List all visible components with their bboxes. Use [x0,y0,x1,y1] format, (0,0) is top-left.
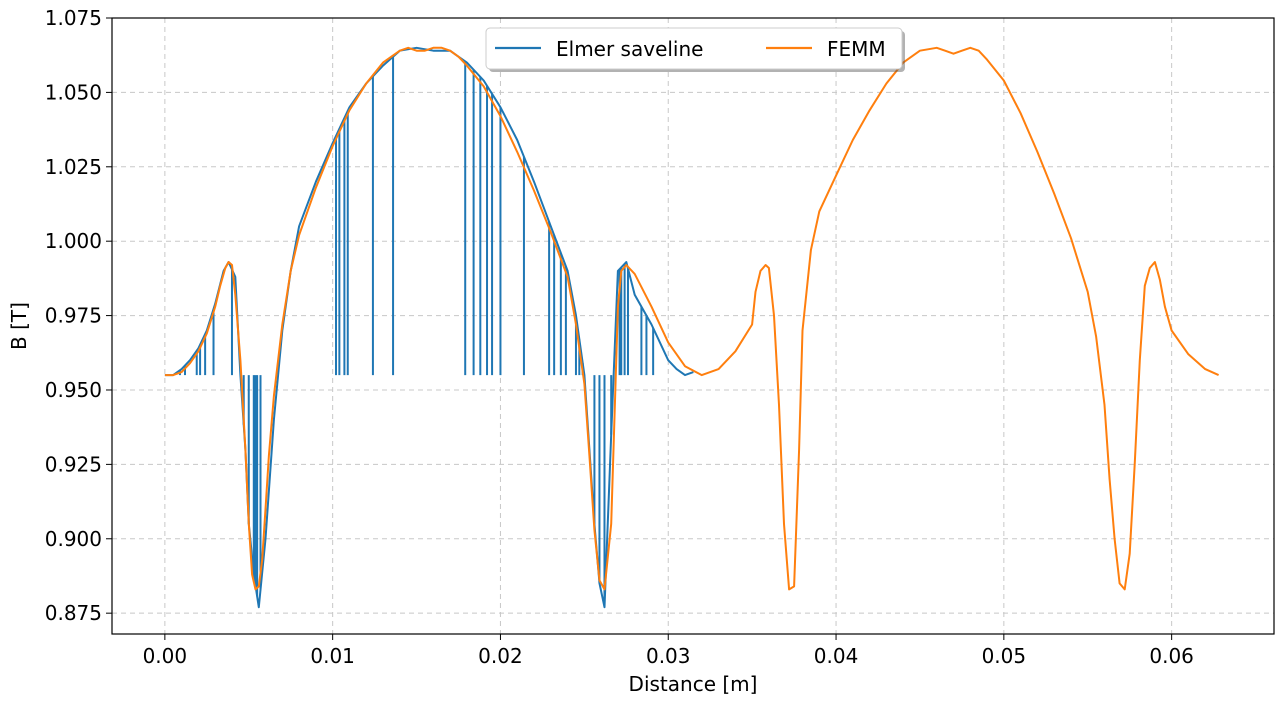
legend-label-femm: FEMM [827,37,886,61]
x-tick-label: 0.01 [310,644,355,668]
x-tick-label: 0.03 [646,644,691,668]
legend-label-elmer: Elmer saveline [556,37,703,61]
legend: Elmer saveline FEMM [485,27,905,72]
axis-ticks: 0.00 0.01 0.02 0.03 0.04 0.05 0.06 0.875 0.900 0.… [45,6,1194,668]
y-tick-label: 1.000 [45,229,102,253]
y-axis-label: B [T] [7,302,31,350]
y-tick-label: 0.975 [45,304,102,328]
x-tick-label: 0.04 [814,644,859,668]
y-tick-label: 0.875 [45,601,102,625]
legend-box [485,27,903,70]
plot-area [164,46,1220,609]
x-tick-label: 0.05 [982,644,1027,668]
series-group [164,46,1220,609]
y-tick-label: 1.075 [45,6,102,30]
x-tick-label: 0.02 [478,644,523,668]
y-tick-label: 0.925 [45,452,102,476]
y-tick-label: 1.025 [45,155,102,179]
axes-frame [111,17,1275,635]
x-tick-label: 0.00 [143,644,188,668]
y-tick-label: 0.900 [45,527,102,551]
x-tick-label: 0.06 [1149,644,1194,668]
x-axis-label: Distance [m] [629,672,758,696]
series-line-femm [164,46,1220,591]
y-tick-label: 1.050 [45,80,102,104]
y-tick-label: 0.950 [45,378,102,402]
